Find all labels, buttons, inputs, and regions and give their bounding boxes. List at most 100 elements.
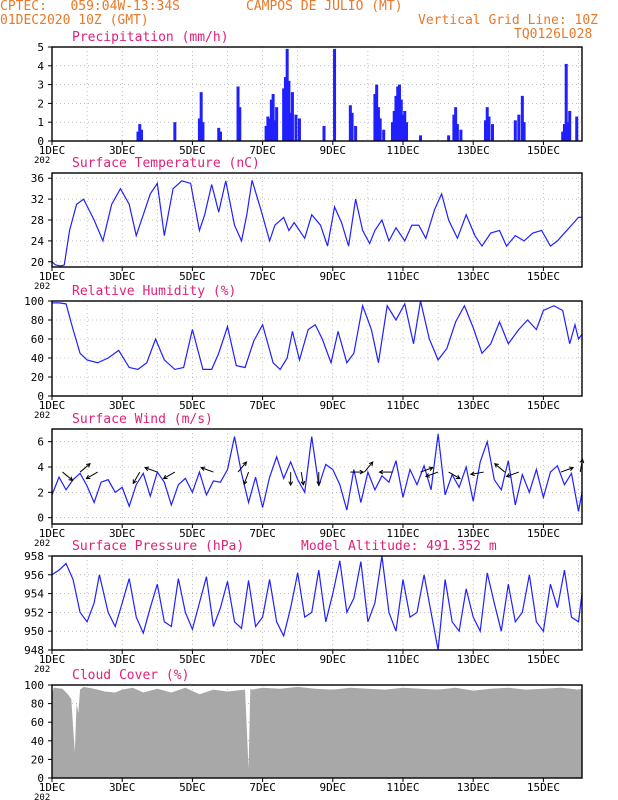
panel-4 xyxy=(48,555,583,654)
year-label: 202 xyxy=(34,411,50,421)
precip-bar xyxy=(287,80,291,141)
series-line xyxy=(51,433,583,512)
x-tick-label: 15DEC xyxy=(527,399,560,412)
x-tick-label: 9DEC xyxy=(320,527,347,540)
x-tick-label: 11DEC xyxy=(386,653,419,666)
y-tick-label: 952 xyxy=(24,606,44,619)
panel-frame xyxy=(51,172,583,268)
wind-arrow-head xyxy=(85,474,91,480)
precip-bar xyxy=(283,77,287,141)
precip-bar xyxy=(285,48,289,141)
year-label: 202 xyxy=(34,282,50,292)
precip-bar xyxy=(268,118,272,141)
precip-bar xyxy=(350,112,354,141)
y-tick-label: 100 xyxy=(24,679,44,692)
panel-frame xyxy=(51,46,583,142)
y-tick-label: 958 xyxy=(24,550,44,563)
wind-arrow-head xyxy=(569,466,575,471)
precip-bar xyxy=(390,122,394,141)
precip-bar xyxy=(375,84,379,141)
wind-arrow xyxy=(62,471,73,481)
panel-title: Relative Humidity (%) xyxy=(72,284,236,299)
wind-arrow xyxy=(506,471,519,477)
header-code: TQ0126L028 xyxy=(514,27,593,42)
precip-bar xyxy=(140,129,144,141)
panel-title: Cloud Cover (%) xyxy=(72,668,189,683)
precip-bar xyxy=(271,94,275,141)
wind-arrow-head xyxy=(316,481,322,487)
precip-bar xyxy=(419,135,423,141)
header-location: CAMPOS DE JULIO (MT) xyxy=(246,0,403,14)
wind-arrow-head xyxy=(428,466,434,471)
precip-bar xyxy=(273,120,277,141)
precip-bar xyxy=(297,118,301,141)
x-tick-label: 9DEC xyxy=(320,270,347,283)
precip-bar xyxy=(382,129,386,141)
precip-bar xyxy=(322,125,326,141)
y-tick-label: 60 xyxy=(31,333,44,346)
wind-arrow-head xyxy=(300,480,306,486)
precip-bar xyxy=(354,125,358,141)
x-tick-label: 7DEC xyxy=(249,653,276,666)
precip-bar xyxy=(490,124,494,141)
precip-bar xyxy=(394,95,398,141)
x-tick-label: 15DEC xyxy=(527,781,560,794)
precip-bar xyxy=(566,122,570,141)
wind-arrow-head xyxy=(242,461,248,467)
panel-2 xyxy=(48,300,583,400)
wind-arrow xyxy=(420,467,433,473)
precip-bar xyxy=(405,122,409,141)
panel-5 xyxy=(48,684,583,782)
wind-arrow-head xyxy=(162,474,168,480)
x-tick-label: 1DEC xyxy=(39,781,66,794)
y-tick-label: 80 xyxy=(31,314,44,327)
panel-1 xyxy=(48,172,583,271)
precip-bar xyxy=(275,107,279,141)
x-tick-label: 7DEC xyxy=(249,270,276,283)
year-label: 202 xyxy=(34,665,50,675)
y-tick-label: 4 xyxy=(37,60,44,73)
panel-title: Surface Wind (m/s) xyxy=(72,412,213,427)
series-line xyxy=(52,300,583,371)
x-tick-label: 15DEC xyxy=(527,270,560,283)
precip-bar xyxy=(401,114,405,141)
x-tick-label: 7DEC xyxy=(249,399,276,412)
x-tick-label: 11DEC xyxy=(386,781,419,794)
y-tick-label: 36 xyxy=(31,172,44,185)
precip-bar xyxy=(378,118,382,141)
y-tick-label: 60 xyxy=(31,716,44,729)
precip-bar xyxy=(289,112,293,141)
wind-arrow-head xyxy=(505,473,511,478)
y-tick-label: 20 xyxy=(31,753,44,766)
precip-bar xyxy=(290,92,294,141)
precip-bar xyxy=(513,120,517,141)
precip-bar xyxy=(138,124,142,141)
y-tick-label: 1 xyxy=(37,116,44,129)
x-tick-label: 15DEC xyxy=(527,527,560,540)
x-tick-label: 5DEC xyxy=(179,270,206,283)
precip-bar xyxy=(397,84,401,141)
header-grid-note: Vertical Grid Line: 10Z xyxy=(418,13,599,28)
wind-arrow-head xyxy=(469,471,475,477)
precip-bar xyxy=(392,110,396,141)
wind-arrow xyxy=(86,471,98,479)
precip-bar xyxy=(376,107,380,141)
x-tick-label: 3DEC xyxy=(109,781,136,794)
x-tick-label: 9DEC xyxy=(320,399,347,412)
precip-bar xyxy=(269,99,273,141)
wind-arrow-head xyxy=(378,469,384,475)
wind-arrow-head xyxy=(243,480,248,486)
y-tick-label: 3 xyxy=(37,79,44,92)
y-tick-label: 40 xyxy=(31,735,44,748)
wind-arrow-head xyxy=(132,479,137,485)
precip-bar xyxy=(399,99,403,141)
wind-arrow-head xyxy=(359,469,365,475)
year-label: 202 xyxy=(34,539,50,549)
wind-arrow xyxy=(300,471,304,485)
y-tick-label: 0 xyxy=(37,390,44,403)
precip-bar xyxy=(396,86,400,141)
x-tick-label: 9DEC xyxy=(320,144,347,157)
panel-frame xyxy=(51,555,583,651)
y-tick-label: 100 xyxy=(24,295,44,308)
